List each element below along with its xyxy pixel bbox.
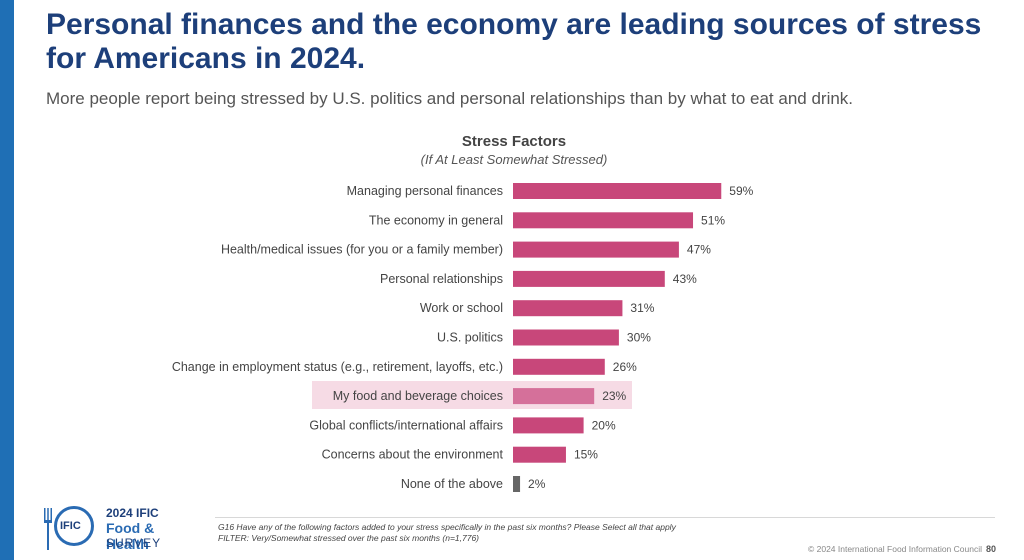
logo-circle (54, 506, 94, 546)
footnote-question: G16 Have any of the following factors ad… (218, 522, 676, 532)
bar (513, 417, 584, 434)
category-label: Concerns about the environment (322, 448, 504, 462)
bar-value-label: 15% (574, 448, 598, 462)
bar-value-label: 31% (630, 301, 654, 315)
ific-survey-logo: IFIC 2024 IFIC Food & Health SURVEY (40, 500, 200, 555)
category-label: Health/medical issues (for you or a fami… (221, 243, 503, 257)
slide-subtitle: More people report being stressed by U.S… (46, 89, 854, 108)
bar (513, 300, 623, 317)
bar-value-label: 47% (687, 243, 711, 257)
category-label: The economy in general (369, 213, 503, 227)
logo-line-3: SURVEY (106, 536, 162, 550)
chart-subtitle: (If At Least Somewhat Stressed) (420, 152, 608, 167)
bar (513, 241, 679, 258)
footnote-filter: FILTER: Very/Somewhat stressed over the … (218, 533, 480, 543)
bar-value-label: 43% (673, 272, 697, 286)
copyright: © 2024 International Food Information Co… (807, 544, 982, 554)
category-label: None of the above (401, 477, 503, 491)
bar-value-label: 51% (701, 213, 725, 227)
bar (513, 388, 595, 405)
footer-divider (215, 517, 995, 518)
chart-title-text: Stress Factors (461, 133, 567, 150)
bar-value-label: 23% (602, 389, 626, 403)
category-label: Change in employment status (e.g., retir… (172, 360, 503, 374)
bar-value-label: 30% (627, 331, 651, 345)
bar (513, 212, 694, 229)
bar-value-label: 26% (613, 360, 637, 374)
category-label: Managing personal finances (347, 184, 503, 198)
category-label: My food and beverage choices (333, 389, 503, 403)
category-label: Personal relationships (380, 272, 503, 286)
bar-value-label: 59% (729, 184, 753, 198)
bar (513, 446, 566, 463)
category-label: U.S. politics (437, 331, 503, 345)
logo-line-1: 2024 IFIC (106, 506, 159, 520)
bar (513, 358, 605, 375)
slide-title: Personal finances and the economy are le… (46, 8, 982, 75)
bar-value-label: 20% (592, 418, 616, 432)
footnote: G16 Have any of the following factors ad… (218, 522, 918, 544)
category-label: Work or school (420, 301, 503, 315)
page-number: 80 (986, 544, 997, 554)
bar (513, 476, 521, 492)
bar (513, 183, 722, 199)
fork-icon (44, 508, 52, 550)
logo-line-2: Food & Health (106, 520, 155, 552)
logo-circle-text: IFIC (60, 520, 81, 532)
bar (513, 329, 619, 346)
chart-title: Stress Factors (2, 133, 1024, 150)
category-label: Global conflicts/international affairs (309, 418, 503, 432)
bar (513, 270, 665, 287)
left-accent-bar (0, 0, 14, 560)
bar-value-label: 2% (528, 477, 546, 491)
